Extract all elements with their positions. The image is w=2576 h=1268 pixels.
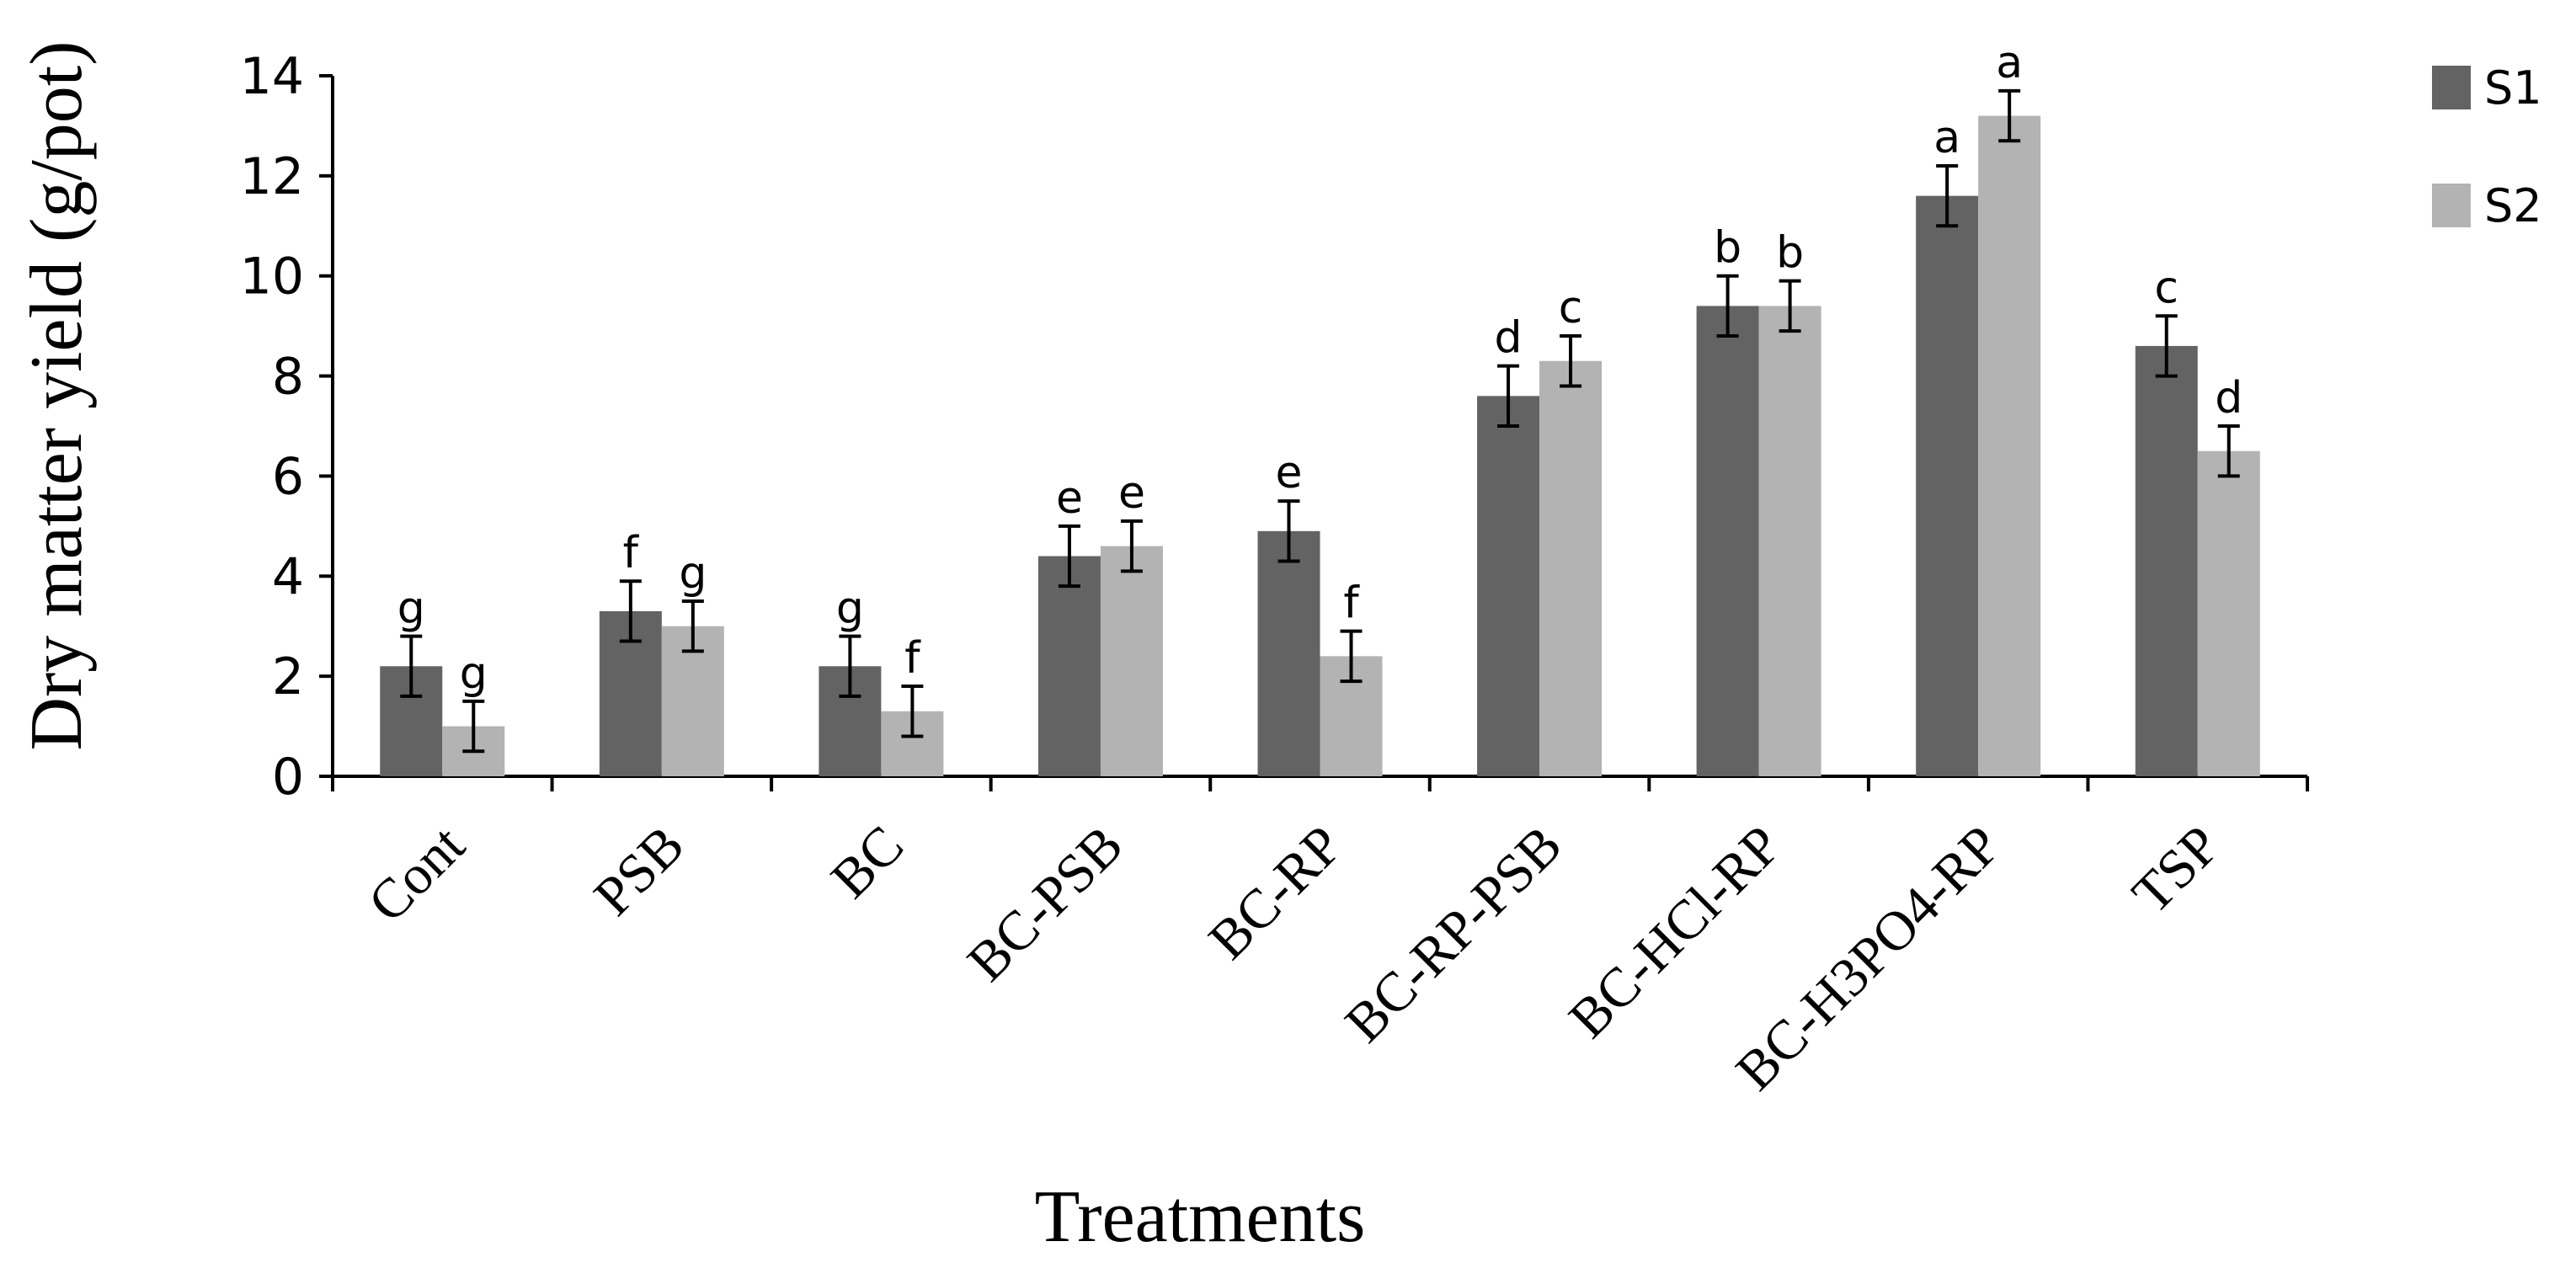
y-axis-title: Dry matter yield (g/pot) [16, 40, 98, 750]
y-tick-label: 10 [240, 248, 304, 306]
significance-label: g [836, 583, 864, 634]
bar-s1 [2135, 345, 2198, 776]
y-tick-label: 2 [272, 647, 304, 706]
bar-s2 [2197, 450, 2260, 776]
category-label: BC-RP-PSB [1334, 814, 1574, 1054]
legend-swatch-s2 [2432, 184, 2471, 227]
category-label: TSP [2120, 814, 2232, 925]
bar-s2 [1758, 306, 1821, 776]
significance-label: d [2215, 373, 2243, 424]
category-label: BC [819, 814, 915, 910]
significance-label: g [679, 548, 707, 599]
bar-s2 [1100, 546, 1163, 776]
x-axis-title: Treatments [1035, 1176, 1366, 1258]
bar-s1 [1037, 556, 1101, 776]
y-tick-label: 4 [272, 547, 304, 606]
significance-label: c [2154, 263, 2179, 313]
significance-label: e [1276, 448, 1303, 498]
legend-label-s2: S2 [2484, 179, 2542, 232]
significance-label: b [1714, 223, 1741, 274]
significance-label: g [460, 648, 488, 699]
category-label: BC-RP [1197, 814, 1354, 971]
bar-s1 [1257, 530, 1320, 776]
significance-label: d [1495, 313, 1523, 364]
category-label: PSB [583, 814, 696, 928]
y-tick-label: 12 [240, 147, 304, 206]
bar-s2 [1978, 115, 2041, 777]
y-tick-label: 6 [272, 447, 304, 506]
significance-label: f [904, 633, 921, 684]
significance-label: a [1996, 38, 2023, 88]
legend-swatch-s1 [2432, 66, 2471, 109]
y-tick-label: 0 [272, 748, 304, 807]
bar-s1 [1916, 195, 1979, 777]
legend-label-s1: S1 [2484, 61, 2542, 115]
category-label: BC-HCl-RP [1557, 814, 1793, 1050]
category-label: Cont [357, 814, 477, 934]
significance-label: f [1343, 578, 1360, 629]
y-tick-label: 14 [240, 47, 304, 106]
bar-s1 [1477, 396, 1540, 776]
significance-label: g [397, 583, 425, 634]
significance-label: e [1118, 468, 1145, 519]
bar-s1 [1696, 306, 1759, 776]
category-label: BC-PSB [956, 814, 1134, 993]
y-tick-label: 8 [272, 348, 304, 407]
significance-label: c [1559, 283, 1583, 333]
significance-label: b [1776, 228, 1804, 279]
significance-label: a [1933, 113, 1960, 163]
bar-s2 [1539, 360, 1603, 776]
significance-label: e [1056, 473, 1083, 524]
significance-label: f [623, 528, 640, 578]
